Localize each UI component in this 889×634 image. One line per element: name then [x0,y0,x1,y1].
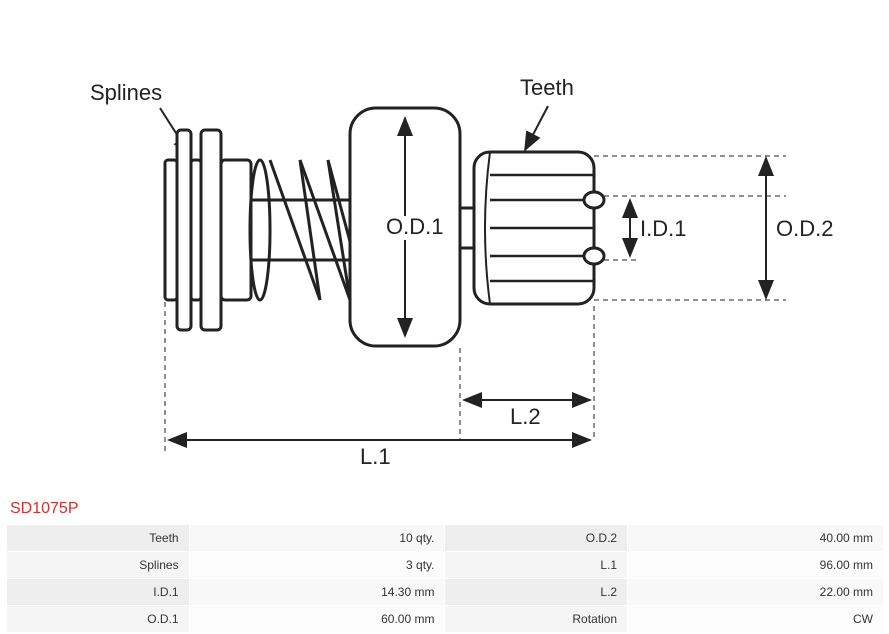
spec-label: Rotation [445,606,627,632]
spec-value: 3 qty. [190,552,445,578]
spec-value: 22.00 mm [628,579,883,605]
diagram-area: Splines Teeth [0,0,889,495]
label-splines: Splines [90,80,162,105]
label-l2: L.2 [510,404,541,429]
left-flange [165,130,251,330]
part-diagram-svg: Splines Teeth [0,0,889,495]
part-number: SD1075P [10,500,79,518]
spec-table: Teeth 10 qty. O.D.2 40.00 mm Splines 3 q… [6,524,884,633]
spec-label: Splines [7,552,189,578]
label-teeth: Teeth [520,75,574,100]
spec-label: O.D.1 [7,606,189,632]
label-od2: O.D.2 [776,216,833,241]
spec-label: I.D.1 [7,579,189,605]
table-row: O.D.1 60.00 mm Rotation CW [7,606,883,632]
spec-value: 14.30 mm [190,579,445,605]
spec-label: O.D.2 [445,525,627,551]
connector-shaft [460,208,474,248]
gear-teeth [474,152,594,304]
spec-label: Teeth [7,525,189,551]
label-l1: L.1 [360,444,391,469]
label-od1: O.D.1 [386,214,443,239]
spec-value: 96.00 mm [628,552,883,578]
spec-value: 40.00 mm [628,525,883,551]
table-row: I.D.1 14.30 mm L.2 22.00 mm [7,579,883,605]
spec-label: L.2 [445,579,627,605]
label-id1: I.D.1 [640,216,686,241]
table-row: Teeth 10 qty. O.D.2 40.00 mm [7,525,883,551]
spec-value: 10 qty. [190,525,445,551]
spec-label: L.1 [445,552,627,578]
spec-value: 60.00 mm [190,606,445,632]
spec-value: CW [628,606,883,632]
table-row: Splines 3 qty. L.1 96.00 mm [7,552,883,578]
